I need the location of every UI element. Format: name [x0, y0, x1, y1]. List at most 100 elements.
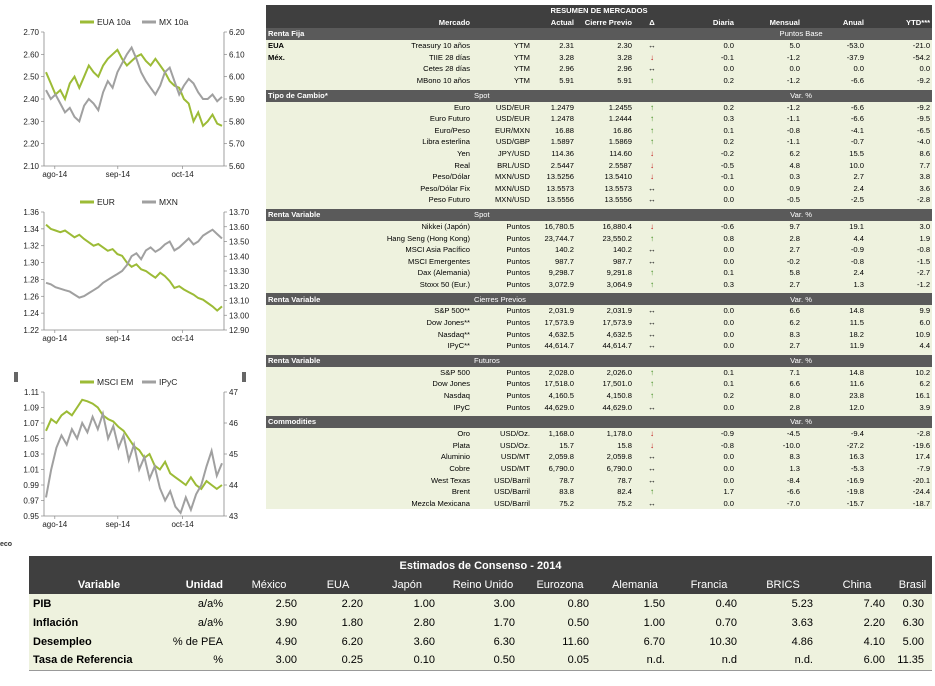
- row-ytd: 16.1: [915, 391, 931, 401]
- y2-tick-label: 5.70: [229, 140, 245, 149]
- row-annual: 19.1: [849, 221, 864, 231]
- y2-tick-label: 43: [229, 512, 238, 521]
- row-annual: -15.7: [846, 498, 864, 508]
- row-previous: 15.8: [617, 440, 632, 450]
- row-name: IPyC: [453, 402, 470, 412]
- row-prefix: [266, 221, 300, 233]
- consensus-value: 4.10: [821, 632, 893, 651]
- consensus-variable: Inflación: [29, 613, 169, 632]
- section-header: Renta Variable Cierres Previos Var. %: [266, 293, 933, 306]
- table-row: EUA Treasury 10 años YTM 2.31 2.30 ↔ 0.0 5.0 -53…: [266, 40, 932, 52]
- consensus-value: 0.40: [673, 594, 745, 613]
- row-daily: 0.1: [723, 367, 734, 377]
- consensus-value: 3.60: [371, 632, 443, 651]
- spacer-cell: [266, 351, 933, 355]
- row-name: Nikkei (Japón): [421, 221, 470, 231]
- x-tick-label: sep-14: [106, 170, 131, 179]
- row-ytd: 3.8: [919, 172, 931, 182]
- table-row: Aluminio USD/MT 2,059.8 2,059.8 ↔ 0.0 8.3 16.3 1…: [266, 451, 932, 463]
- row-unit: YTM: [513, 52, 530, 62]
- row-actual: 1.5897: [550, 137, 574, 147]
- row-monthly: -0.5: [786, 195, 800, 205]
- x-tick-label: ago-14: [42, 170, 67, 179]
- row-daily: -0.6: [720, 221, 734, 231]
- row-ytd: 4.4: [919, 341, 931, 351]
- consensus-value: 10.30: [673, 632, 745, 651]
- consensus-value: 0.25: [305, 651, 371, 671]
- consensus-value: 6.30: [893, 613, 932, 632]
- row-unit: Puntos: [506, 329, 530, 339]
- row-prefix: [266, 475, 300, 487]
- row-prefix: [266, 428, 300, 440]
- row-prefix: [266, 367, 300, 379]
- row-name: Nasdaq**: [437, 329, 470, 339]
- y2-tick-label: 45: [229, 450, 238, 459]
- row-actual: 140.2: [554, 245, 574, 255]
- row-unit: Puntos: [506, 402, 530, 412]
- y2-tick-label: 13.50: [229, 238, 250, 247]
- table-row: MSCI Emergentes Puntos 987.7 987.7 ↔ 0.0 -0.2 -…: [266, 256, 932, 268]
- table-row: Euro USD/EUR 1.2479 1.2455 ↑ 0.2 -1.2 -6.6 -9.2: [266, 102, 932, 114]
- row-ytd: 9.9: [919, 306, 931, 316]
- row-ytd: -2.8: [917, 195, 931, 205]
- row-prefix: Méx.: [268, 52, 285, 62]
- consensus-value: 0.10: [371, 651, 443, 671]
- row-annual: -0.7: [850, 137, 864, 147]
- row-monthly: -6.6: [786, 487, 800, 497]
- row-unit: MXN/USD: [494, 195, 530, 205]
- row-actual: 13.5573: [546, 183, 574, 193]
- section-unit: Puntos Base: [670, 28, 933, 41]
- row-direction-icon: ↔: [648, 245, 656, 255]
- row-unit: USD/Barril: [494, 498, 530, 508]
- legend-label: EUR: [97, 197, 115, 207]
- table-row: Nasdaq** Puntos 4,632.5 4,632.5 ↔ 0.0 8.3 18.2 1…: [266, 329, 932, 341]
- row-monthly: -10.0: [782, 440, 800, 450]
- row-name: Dow Jones: [432, 379, 470, 389]
- row-unit: USD/Oz.: [500, 429, 530, 439]
- row-direction-icon: ↔: [648, 64, 656, 74]
- row-name: Brent: [451, 487, 470, 497]
- row-unit: MXN/USD: [494, 172, 530, 182]
- section-subtitle: [472, 28, 670, 41]
- row-ytd: 10.9: [915, 329, 931, 339]
- row-prefix: [266, 463, 300, 475]
- row-name: Euro Futuro: [429, 114, 470, 124]
- row-ytd: -6.5: [917, 125, 931, 135]
- row-daily: 0.3: [723, 114, 734, 124]
- spacer-cell: [266, 86, 933, 90]
- row-annual: -53.0: [846, 41, 864, 51]
- row-annual: 2.4: [853, 268, 864, 278]
- row-monthly: 7.1: [789, 367, 800, 377]
- table-row: Mezcla Mexicana USD/Barril 75.2 75.2 ↔ 0.0 -7.…: [266, 498, 932, 510]
- row-actual: 9,298.7: [548, 268, 574, 278]
- spacer-cell: [266, 205, 933, 209]
- row-monthly: 2.8: [789, 402, 800, 412]
- row-ytd: -9.2: [917, 102, 931, 112]
- row-ytd: -2.8: [917, 429, 931, 439]
- row-unit: Puntos: [506, 221, 530, 231]
- consensus-value: n.d: [673, 651, 745, 671]
- row-monthly: 8.3: [789, 452, 800, 462]
- row-prefix: [266, 136, 300, 148]
- row-daily: -0.5: [720, 160, 734, 170]
- table-row: Euro/Peso EUR/MXN 16.88 16.86 ↑ 0.1 -0.8 -4.1 -6…: [266, 125, 932, 137]
- y-tick-label: 2.20: [23, 140, 39, 149]
- section-unit: Var. %: [670, 354, 933, 367]
- row-annual: -9.4: [850, 429, 864, 439]
- consensus-value: 0.50: [523, 613, 597, 632]
- section-title: Commodities: [266, 416, 472, 429]
- row-daily: 0.0: [723, 195, 734, 205]
- row-unit: YTM: [513, 75, 530, 85]
- table-row: IPyC Puntos 44,629.0 44,629.0 ↔ 0.0 2.8 12.0 3.9: [266, 402, 932, 414]
- row-direction-icon: ↔: [648, 183, 656, 193]
- row-name: MSCI Emergentes: [407, 256, 470, 266]
- row-name: Euro: [453, 102, 470, 112]
- x-tick-label: oct-14: [171, 520, 194, 529]
- row-unit: USD/MT: [500, 464, 530, 473]
- section-subtitle: Futuros: [472, 354, 670, 367]
- row-unit: Puntos: [506, 318, 530, 328]
- row-actual: 17,518.0: [544, 379, 574, 389]
- y-tick-label: 1.22: [23, 326, 39, 335]
- table-row: West Texas USD/Barril 78.7 78.7 ↔ 0.0 -8.4 -16.…: [266, 475, 932, 487]
- table-row: S&P 500 Puntos 2,028.0 2,026.0 ↑ 0.1 7.1 14.8 10…: [266, 367, 932, 379]
